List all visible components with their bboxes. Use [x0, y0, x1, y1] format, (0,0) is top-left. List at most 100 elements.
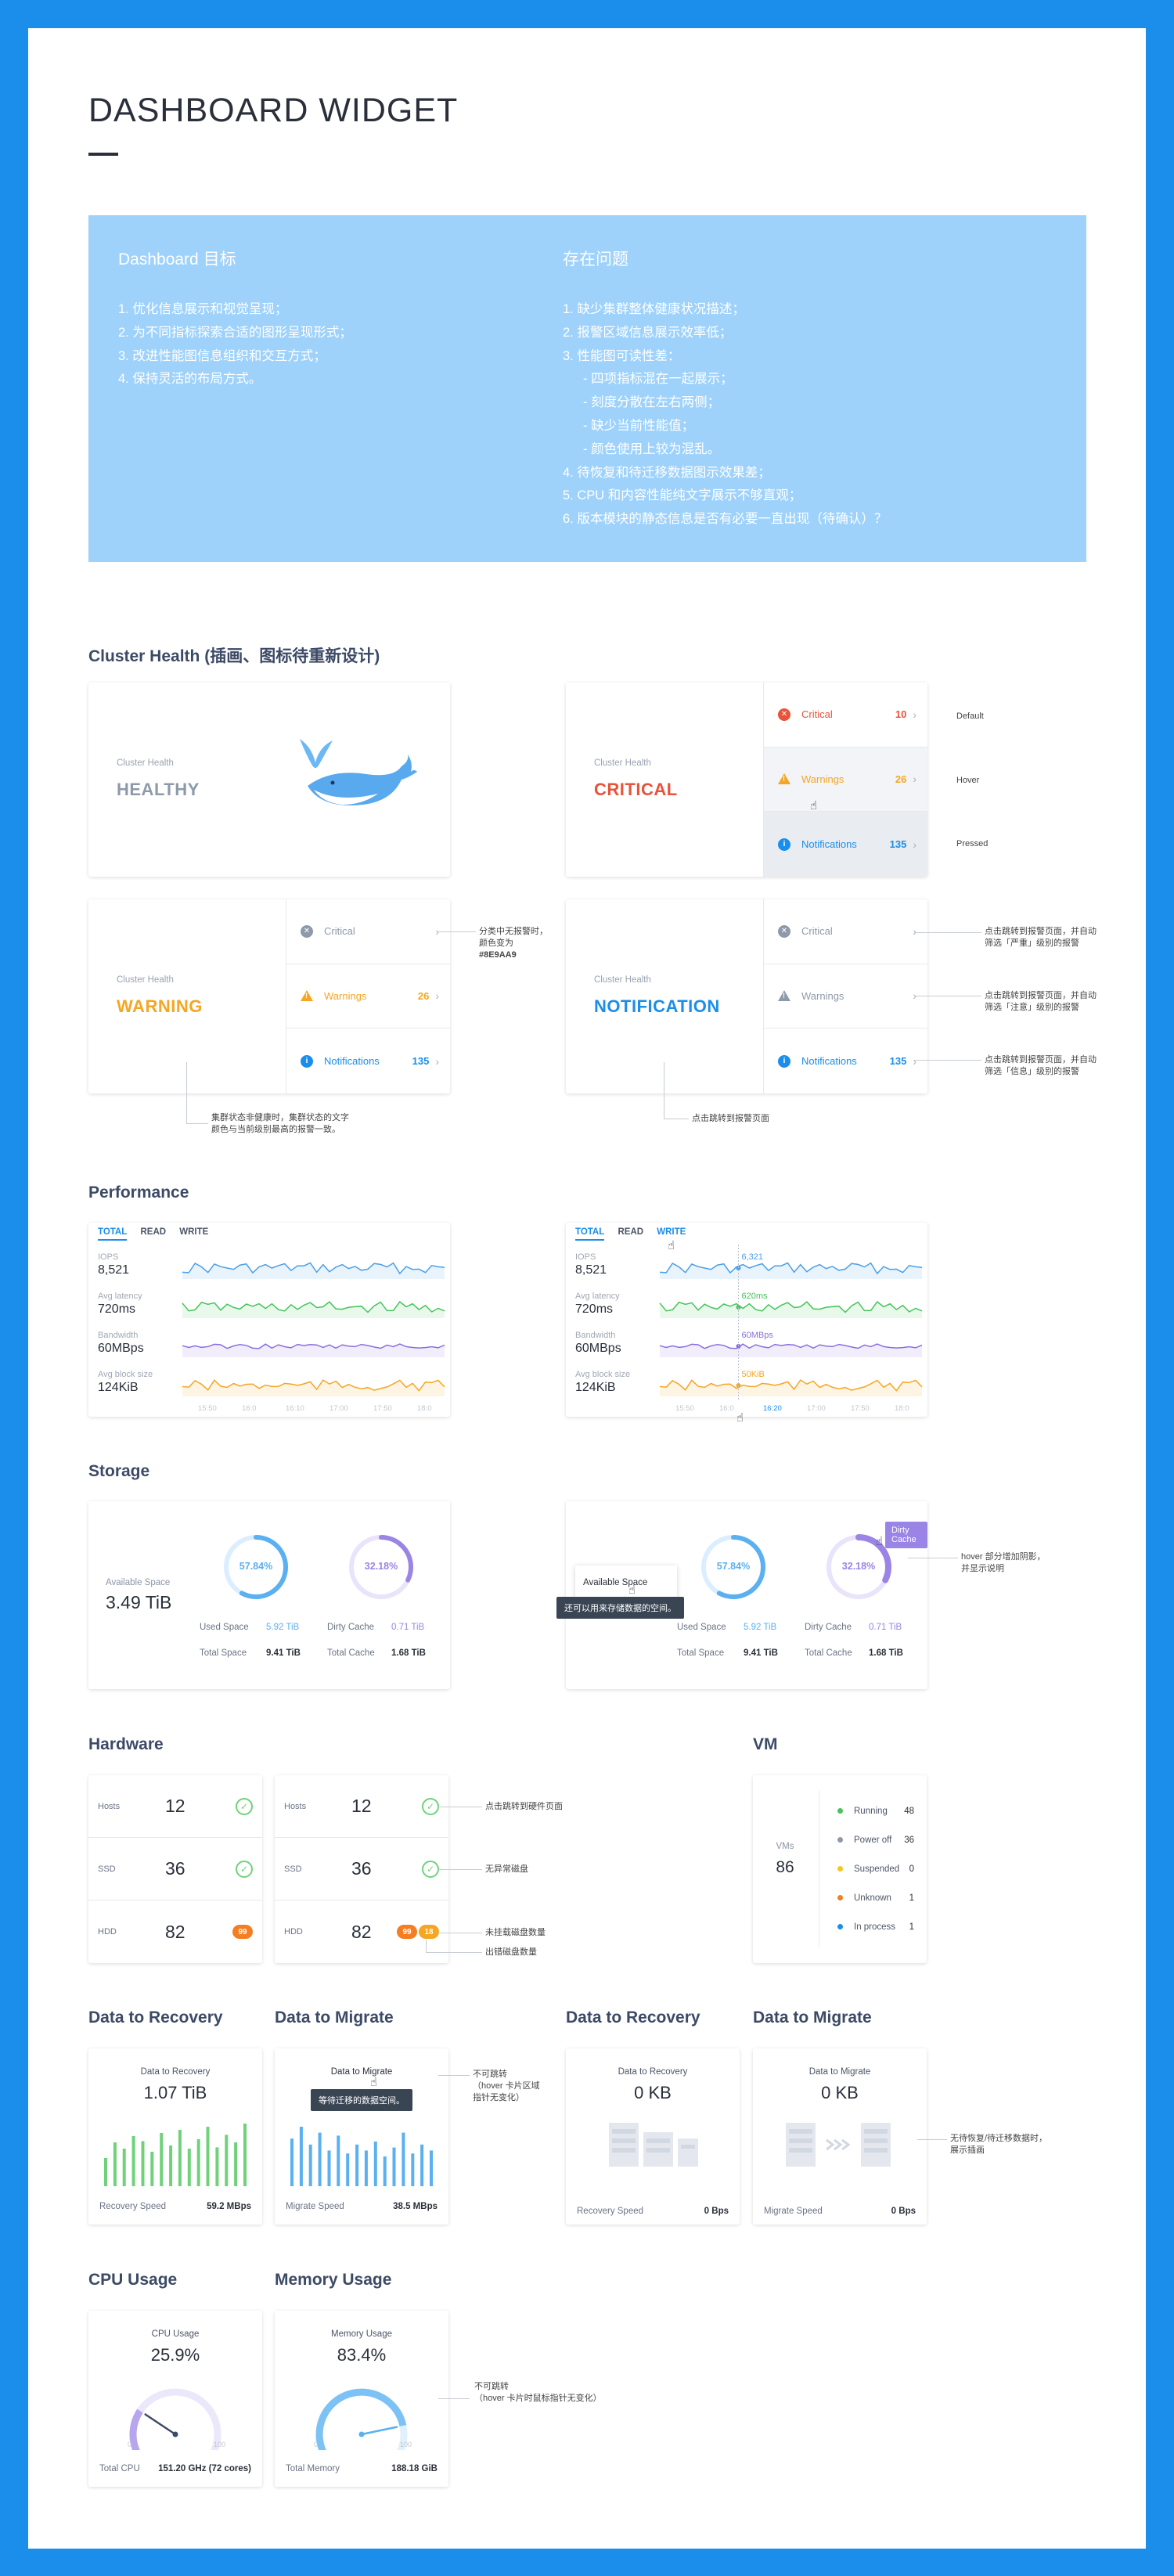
tab-read[interactable]: READ	[618, 1227, 644, 1237]
cluster-health-card-notification[interactable]: Cluster Health NOTIFICATION ✕ Critical ›…	[566, 899, 927, 1093]
alert-row-critical-empty[interactable]: ✕ Critical ›	[286, 899, 450, 964]
issue-item: 3. 性能图可读性差：	[563, 348, 681, 363]
alert-row-warnings-hover[interactable]: ! Warnings 26 ›	[764, 747, 927, 812]
alert-row-warnings-empty[interactable]: ! Warnings ›	[764, 964, 927, 1029]
note-line: （hover 卡片时鼠标指针无变化）	[474, 2394, 602, 2403]
state-label-pressed: Pressed	[956, 839, 989, 848]
alert-row-critical-empty[interactable]: ✕ Critical ›	[764, 899, 927, 964]
available-space-label: Available Space	[106, 1578, 171, 1587]
recovery-value: 1.07 TiB	[143, 2083, 207, 2102]
bar	[234, 2142, 238, 2186]
hardware-row-hdd[interactable]: HDD 82 99 18	[275, 1900, 448, 1963]
hardware-row-ssd[interactable]: SSD 36 ✓	[275, 1838, 448, 1900]
time-tick: 18:0	[417, 1404, 432, 1413]
bar	[318, 2132, 322, 2186]
alert-row-notifications-pressed[interactable]: i Notifications 135 ›	[764, 812, 927, 877]
performance-card-default[interactable]: TOTAL READ WRITE IOPS 8,521 Avg latency 720…	[88, 1223, 450, 1417]
hardware-card-annotated[interactable]: Hosts 12 ✓ SSD 36 ✓ HDD 82 99 18	[275, 1775, 448, 1963]
alert-list: ✕ Critical › ! Warnings › i Notification…	[763, 899, 927, 1093]
issue-item: - 缺少当前性能值；	[583, 418, 695, 433]
vm-status-row[interactable]: Running 48	[819, 1796, 914, 1825]
performance-card-hover[interactable]: TOTAL READ WRITE ☝ ☝ IOPS 8,521 6,321 Avg l…	[566, 1223, 927, 1425]
storage-card[interactable]: Available Space 3.49 TiB 57.84% 32.18% U…	[88, 1501, 450, 1689]
recovery-speed-value: 59.2 MBps	[207, 2202, 251, 2211]
alert-row-notifications[interactable]: i Notifications 135 ›	[764, 1029, 927, 1093]
hdd-label: HDD	[284, 1927, 303, 1937]
goals-column: Dashboard 目标 1. 优化信息展示和视觉呈现； 2. 为不同指标探索合适…	[118, 247, 352, 391]
time-tick: 16:20	[763, 1404, 782, 1413]
note-jump-hardware: 点击跳转到硬件页面	[485, 1802, 563, 1811]
hosts-value: 12	[165, 1796, 185, 1816]
cluster-health-label: Cluster Health	[117, 975, 174, 985]
vm-status-row[interactable]: Unknown 1	[819, 1883, 914, 1912]
vm-card[interactable]: VMs 86 Running 48 Power off 36 Suspended 0 Unk…	[753, 1775, 927, 1963]
cluster-health-card-warning[interactable]: Cluster Health WARNING ✕ Critical › ! Wa…	[88, 899, 450, 1093]
vm-status-row[interactable]: Power off 36	[819, 1825, 914, 1854]
metric-1: Avg latency 720ms	[98, 1292, 142, 1317]
hand-cursor-icon: ☝	[628, 1583, 636, 1597]
storage-heading: Storage	[88, 1462, 150, 1480]
data-to-recovery-card: Data to Recovery 1.07 TiB Recovery Speed…	[88, 2048, 262, 2225]
data-to-recovery-heading: Data to Recovery	[88, 2009, 223, 2027]
available-space-label[interactable]: Available Space	[583, 1578, 648, 1587]
dirty-cache-ring	[826, 1534, 891, 1600]
intro-panel: Dashboard 目标 1. 优化信息展示和视觉呈现； 2. 为不同指标探索合适…	[88, 215, 1086, 562]
total-space-label: Total Space	[200, 1648, 247, 1658]
warning-triangle-icon: !	[778, 773, 790, 785]
annotation-leader	[914, 1060, 981, 1061]
performance-heading: Performance	[88, 1184, 189, 1202]
vm-status-row[interactable]: Suspended 0	[819, 1854, 914, 1883]
migrate-illustration-icon	[786, 2123, 891, 2167]
dirty-cache-ring-arc	[349, 1535, 413, 1599]
storage-card-hover[interactable]: Available Space ☝ 还可以用来存储数据的空间。 57.84% 3…	[556, 1501, 927, 1689]
goals-list: 1. 优化信息展示和视觉呈现； 2. 为不同指标探索合适的图形呈现形式； 3. 改进…	[118, 298, 352, 391]
cluster-state-critical: CRITICAL	[594, 780, 678, 799]
tab-write-hover[interactable]: WRITE	[657, 1227, 686, 1237]
alert-row-warnings[interactable]: ! Warnings 26 ›	[286, 964, 450, 1029]
hardware-row-hdd[interactable]: HDD 82 99	[88, 1900, 262, 1963]
available-space-value: 3.49 TiB	[106, 1592, 172, 1612]
alert-row-notifications[interactable]: i Notifications 135 ›	[286, 1029, 450, 1093]
chevron-right-icon: ›	[913, 708, 917, 721]
server-rack-illustration-icon	[609, 2123, 698, 2167]
tab-read[interactable]: READ	[140, 1227, 167, 1237]
hdd-label: HDD	[98, 1927, 117, 1937]
metric-value: 60MBps	[575, 1342, 621, 1355]
note-line: 点击跳转到报警页面，并自动	[985, 991, 1097, 1000]
vm-status-row[interactable]: In process 1	[819, 1912, 914, 1941]
alert-count: 10	[895, 708, 907, 721]
note-line: （hover 卡片区域	[473, 2081, 540, 2091]
alert-list: ✕ Critical › ! Warnings 26 › i Notificat…	[286, 899, 450, 1093]
alert-count: 135	[889, 1055, 907, 1068]
memory-usage-heading: Memory Usage	[275, 2271, 392, 2289]
note-click-to-alerts: 点击跳转到报警页面	[692, 1114, 769, 1123]
cluster-health-label: Cluster Health	[594, 758, 651, 768]
annotation-leader	[426, 1952, 482, 1953]
bar	[364, 2150, 368, 2186]
dirty-cache-ring-arc-hover[interactable]	[826, 1534, 891, 1600]
bar	[196, 2139, 200, 2186]
alert-row-critical[interactable]: ✕ Critical 10 ›	[764, 683, 927, 748]
tab-write[interactable]: WRITE	[179, 1227, 209, 1237]
hardware-row-hosts[interactable]: Hosts 12 ✓	[88, 1775, 262, 1838]
annotation-leader	[914, 932, 981, 933]
migrate-bar-chart	[290, 2127, 433, 2186]
tab-total[interactable]: TOTAL	[575, 1227, 605, 1241]
hardware-row-ssd[interactable]: SSD 36 ✓	[88, 1838, 262, 1900]
metric-area	[660, 1302, 922, 1318]
metric-value: 720ms	[98, 1302, 136, 1316]
cluster-health-card-critical[interactable]: Cluster Health CRITICAL ✕ Critical 10 › …	[566, 683, 927, 877]
tab-total[interactable]: TOTAL	[98, 1227, 128, 1241]
metric-line	[659, 1343, 923, 1349]
hardware-card[interactable]: Hosts 12 ✓ SSD 36 ✓ HDD 82 99	[88, 1775, 262, 1963]
issue-item: 2. 报警区域信息展示效率低；	[563, 325, 733, 340]
gauge-min: 0	[314, 2441, 319, 2448]
state-label-default: Default	[956, 712, 984, 721]
alert-count: 135	[412, 1055, 430, 1068]
hosts-value: 12	[351, 1796, 372, 1816]
issue-item: - 刻度分散在左右两侧；	[583, 395, 721, 410]
dirty-cache-value: 0.71 TiB	[869, 1623, 902, 1632]
bar	[420, 2144, 424, 2186]
cluster-health-card-healthy[interactable]: Cluster Health HEALTHY	[88, 683, 450, 877]
hardware-row-hosts[interactable]: Hosts 12 ✓	[275, 1775, 448, 1838]
